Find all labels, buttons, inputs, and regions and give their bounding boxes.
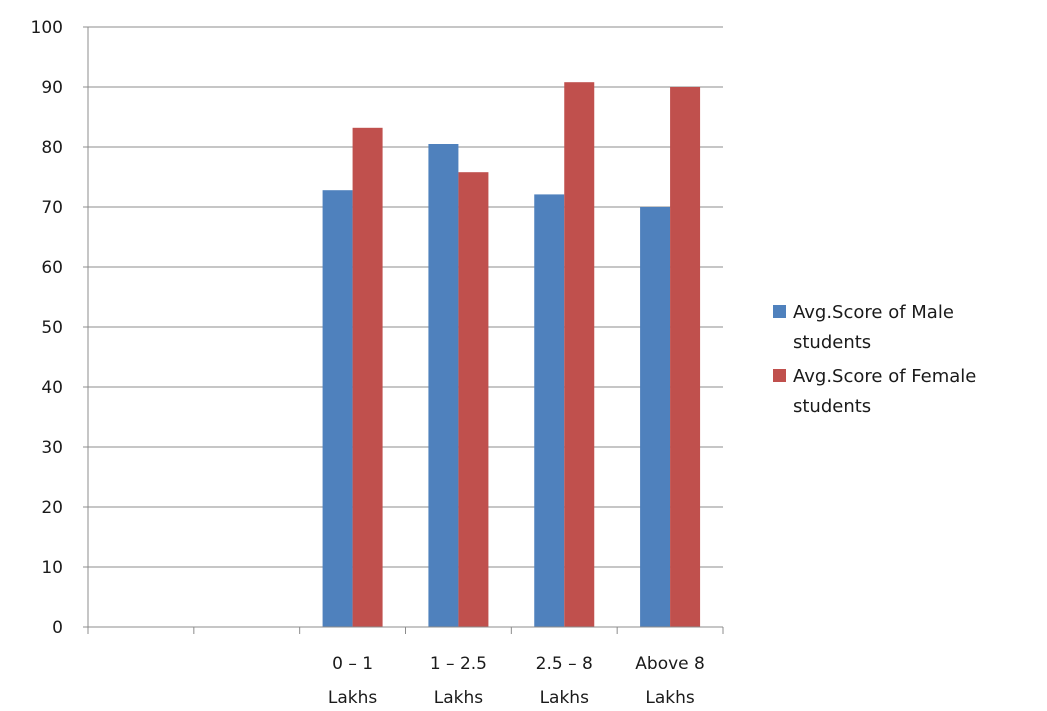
y-tick-label: 50	[41, 318, 63, 338]
x-tick-labels: 0 – 1 Lakhs 1 – 2.5 Lakhs 2.5 – 8 Lakhs Above …	[328, 654, 705, 708]
gridlines	[88, 26, 723, 568]
x-tick-label: 2.5 – 8	[536, 654, 593, 674]
x-tick-label: Above 8	[635, 654, 705, 674]
male-score-bar	[534, 194, 565, 627]
x-tick-label: Lakhs	[328, 688, 378, 708]
y-tick-label: 60	[41, 258, 63, 278]
x-tick-label: Lakhs	[645, 688, 695, 708]
female-legend-swatch	[773, 369, 786, 382]
female-score-bar	[352, 127, 383, 628]
y-tick-label: 30	[41, 438, 63, 458]
male-legend-label: students	[793, 332, 871, 353]
male-score-bar	[640, 207, 671, 627]
male-legend-swatch	[773, 305, 786, 318]
y-tick-label: 100	[31, 18, 63, 38]
female-score-bar	[458, 172, 489, 627]
y-tick-labels: 0 10 20 30 40 50 60 70 80 90 100	[31, 18, 63, 638]
y-tick-label: 90	[41, 78, 63, 98]
female-legend-label: Avg.Score of Female	[793, 366, 976, 387]
x-tick-label: Lakhs	[434, 688, 484, 708]
bars	[322, 82, 701, 628]
female-score-bar	[564, 82, 595, 627]
y-tick-label: 10	[41, 558, 63, 578]
y-tick-label: 20	[41, 498, 63, 518]
axes	[83, 26, 724, 634]
female-score-bar	[670, 87, 701, 627]
x-tick-label: Lakhs	[540, 688, 590, 708]
y-tick-label: 40	[41, 378, 63, 398]
x-tick-label: 0 – 1	[332, 654, 373, 674]
y-tick-label: 70	[41, 198, 63, 218]
female-legend-label: students	[793, 396, 871, 417]
y-tick-label: 80	[41, 138, 63, 158]
y-tick-label: 0	[52, 618, 63, 638]
legend: Avg.Score of Male students Avg.Score of Fe…	[773, 302, 976, 417]
x-tick-label: 1 – 2.5	[430, 654, 487, 674]
male-score-bar	[322, 190, 353, 627]
male-score-bar	[428, 144, 459, 627]
male-legend-label: Avg.Score of Male	[793, 302, 954, 323]
